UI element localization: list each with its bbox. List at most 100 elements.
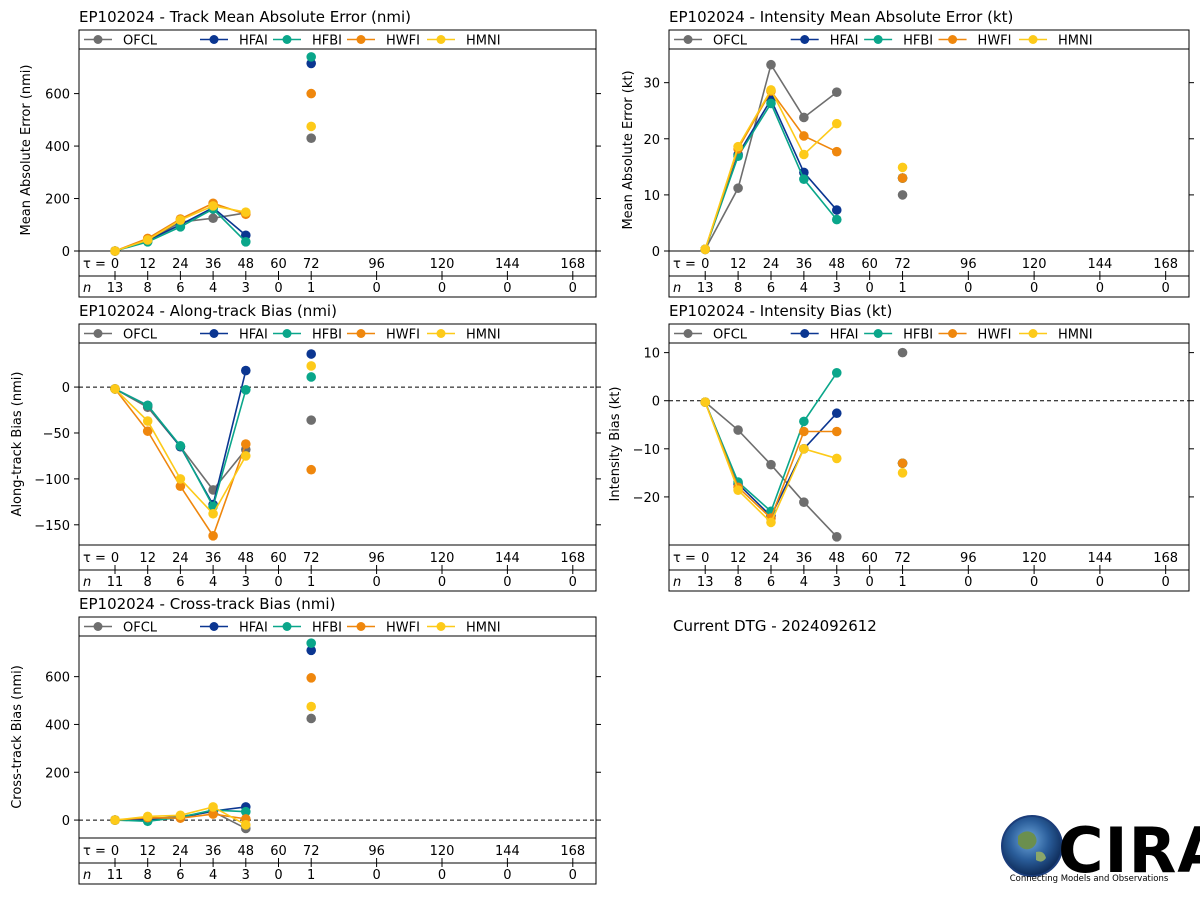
data-point	[766, 517, 776, 528]
n-value: 0	[503, 868, 511, 883]
tau-value: 60	[861, 551, 878, 566]
cira-logo: CIRAConnecting Models and Observations	[1001, 814, 1200, 887]
y-tick-label: −10	[633, 443, 660, 458]
data-point	[799, 131, 809, 141]
n-value: 0	[503, 575, 511, 590]
y-axis-label: Mean Absolute Error (kt)	[621, 70, 636, 229]
chart-title: EP102024 - Track Mean Absolute Error (nm…	[79, 8, 411, 26]
legend-label: HFBI	[903, 328, 933, 343]
legend-label: OFCL	[713, 34, 748, 49]
y-tick-label: 0	[62, 381, 70, 396]
tau-value: 24	[172, 257, 189, 272]
legend-label: HFAI	[830, 34, 859, 49]
tau-value: 12	[730, 257, 747, 272]
tau-value: 12	[139, 257, 156, 272]
y-tick-label: 600	[45, 671, 70, 686]
n-row: n 11 8 6 4 3 0 1 0 0 0 0	[83, 868, 577, 883]
legend-marker	[93, 329, 103, 338]
plot-frame	[78, 635, 597, 839]
tau-value: 48	[238, 551, 255, 566]
legend-marker	[948, 35, 958, 44]
y-axis: −150 −100 −50 0 Along-track Bias (nmi)	[10, 372, 601, 534]
legend-label: HWFI	[978, 34, 1012, 49]
data-point	[831, 426, 842, 437]
n-value: 4	[209, 868, 217, 883]
legend-item-hfai: HFAI	[200, 621, 268, 636]
data-point	[208, 508, 218, 519]
y-tick-label: 0	[62, 814, 70, 829]
tau-value: 12	[139, 844, 156, 859]
n-value: 8	[144, 575, 152, 590]
legend-marker	[282, 35, 292, 44]
data-point	[897, 458, 908, 469]
data-point	[208, 802, 218, 812]
data-point	[208, 213, 218, 224]
tau-value: 48	[238, 257, 255, 272]
n-value: 3	[242, 281, 250, 296]
data-point	[110, 384, 120, 394]
tau-value: 48	[828, 257, 845, 272]
n-label: n	[83, 281, 91, 296]
data-point	[241, 806, 251, 817]
n-value: 6	[767, 575, 775, 590]
chart-cross_track: EP102024 - Cross-track Bias (nmi) OFCL HFA…	[10, 595, 601, 885]
y-tick-label: 200	[45, 193, 70, 208]
y-tick-label: 600	[45, 88, 70, 103]
tau-value: 72	[303, 257, 320, 272]
n-value: 6	[767, 281, 775, 296]
data-point	[208, 809, 218, 819]
n-value: 13	[107, 281, 124, 296]
data-point	[766, 59, 776, 70]
legend-item-hmni: HMNI	[1019, 328, 1093, 343]
n-strip	[78, 275, 597, 298]
series-line	[704, 101, 838, 250]
data-point	[241, 385, 251, 395]
data-point	[799, 497, 809, 507]
tau-label: τ =	[83, 257, 106, 272]
data-point	[241, 439, 251, 449]
tau-value: 144	[495, 257, 520, 272]
n-value: 13	[697, 281, 714, 296]
series-group	[110, 349, 317, 541]
legend-marker	[209, 622, 219, 631]
plot-frame	[78, 48, 597, 252]
tau-value: 0	[111, 551, 119, 566]
series-group	[700, 59, 908, 255]
plot-frame	[668, 342, 1190, 546]
data-point	[799, 416, 809, 427]
tau-value: 36	[205, 551, 222, 566]
legend-marker	[683, 35, 693, 44]
tau-value: 96	[368, 257, 385, 272]
legend-marker	[93, 35, 103, 44]
y-axis-label: Intensity Bias (kt)	[608, 387, 623, 502]
tau-row: τ = 0 12 24 36 48 60 72 96 120 144 168	[673, 551, 1178, 574]
tau-value: 168	[1153, 551, 1178, 566]
data-point	[306, 713, 317, 724]
legend-marker	[356, 35, 366, 44]
n-value: 8	[144, 281, 152, 296]
data-point	[175, 810, 186, 821]
legend-marker	[356, 622, 366, 631]
legend-label: HFAI	[239, 34, 268, 49]
y-tick-label: 10	[643, 347, 660, 362]
n-value: 3	[833, 281, 841, 296]
tau-value: 60	[270, 257, 287, 272]
n-value: 8	[144, 868, 152, 883]
n-value: 0	[569, 575, 577, 590]
tau-value: 60	[270, 844, 287, 859]
series-hmni	[700, 85, 908, 255]
legend-label: HFBI	[312, 328, 342, 343]
series-hmni	[110, 701, 317, 830]
y-tick-label: 200	[45, 766, 70, 781]
plot-frame	[668, 48, 1190, 252]
legend-label: HWFI	[386, 328, 420, 343]
chart-title: EP102024 - Intensity Mean Absolute Error…	[669, 8, 1013, 26]
logo-text: CIRA	[1058, 814, 1200, 887]
series-hfbi	[700, 368, 908, 517]
data-point	[733, 183, 743, 193]
data-point	[306, 133, 317, 143]
data-point	[208, 201, 218, 211]
legend-marker	[683, 329, 693, 338]
n-value: 0	[866, 281, 874, 296]
